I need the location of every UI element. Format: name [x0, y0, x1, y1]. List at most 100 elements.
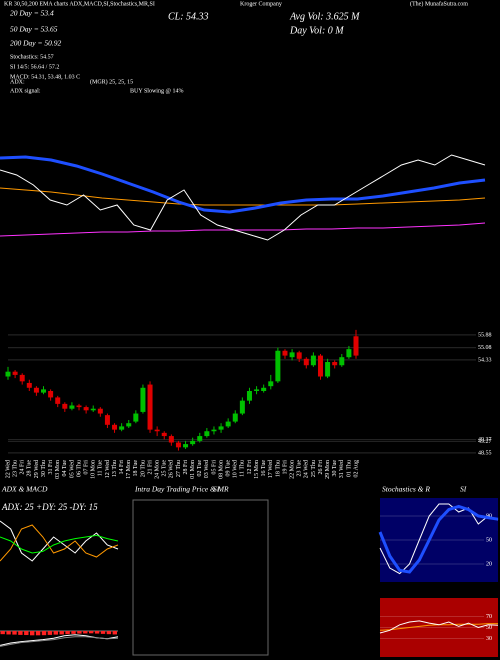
candle-body [90, 408, 96, 411]
candle-body [97, 408, 103, 414]
stat: 50 Day = 53.65 [10, 25, 58, 34]
indicator-line [0, 636, 119, 647]
indicator-line [379, 620, 499, 634]
candle-body [225, 421, 231, 427]
stat: Stochastics: 54.57 [10, 54, 54, 60]
site: (The) MunafaSutra.com [410, 0, 468, 7]
x-tick-label: 23 Thu [12, 460, 18, 477]
adx-signal: BUY Slowing @ 14% [130, 88, 183, 94]
panel-subtitle: SI [213, 485, 220, 494]
x-tick-label: 10 Mon [91, 460, 97, 479]
candle-body [239, 400, 245, 414]
company: Kroger Company [240, 1, 282, 7]
candle-body [261, 387, 267, 391]
candle-body [232, 413, 238, 422]
x-tick-label: 18 Thu [275, 460, 281, 477]
candle-body [346, 349, 352, 358]
y-tick-label: 50 [486, 537, 492, 543]
candle-body [5, 371, 11, 377]
histogram-bar [94, 631, 100, 634]
stat: MACD: 54.31, 53.48, 1.03 C [10, 74, 80, 80]
x-tick-label: 07 Fri [83, 460, 89, 475]
adx-label: ADX: [10, 79, 25, 85]
histogram-bar [83, 631, 88, 634]
x-tick-label: 21 Fri [147, 460, 153, 475]
x-tick-label: 02 Aug [353, 460, 359, 478]
histogram-bar [71, 631, 76, 634]
candle-body [246, 391, 252, 401]
candle-body [339, 357, 345, 366]
x-tick-label: 25 Tue [162, 460, 168, 477]
close: CL: 54.33 [168, 11, 209, 22]
histogram-bar [18, 631, 23, 635]
candle-body [353, 336, 359, 356]
x-tick-label: 26 Wed [169, 460, 175, 478]
x-tick-label: 16 Tue [261, 460, 267, 477]
x-tick-label: 06 Thu [76, 460, 82, 477]
x-tick-label: 18 Tue [133, 460, 139, 477]
x-tick-label: 11 Thu [240, 460, 246, 477]
x-tick-label: 22 Wed [5, 460, 11, 478]
x-tick-label: 03 Mon [55, 460, 61, 479]
candle-body [69, 405, 75, 409]
indicator-line [0, 534, 119, 554]
y-tick-label: 55.08 [478, 345, 492, 351]
x-tick-label: 05 Wed [69, 460, 75, 478]
panel-title: Intra Day Trading Price & MR [134, 485, 229, 494]
candle-body [62, 403, 68, 409]
y-tick-label: 48.55 [478, 450, 492, 456]
x-tick-label: 24 Mon [155, 460, 161, 479]
indicator-line [0, 155, 486, 214]
candle-body [126, 423, 132, 427]
candle-body [133, 413, 139, 422]
candle-body [282, 350, 288, 356]
x-tick-label: 29 Wed [34, 460, 40, 478]
x-tick-label: 02 Tue [197, 460, 203, 477]
histogram-bar [100, 631, 106, 634]
x-tick-label: 12 Wed [105, 460, 111, 478]
candle-body [268, 381, 274, 387]
candle-body [48, 391, 54, 398]
histogram-bar [77, 631, 82, 634]
y-tick-label: 20 [486, 561, 492, 567]
candle-body [19, 374, 25, 382]
x-tick-label: 23 Tue [297, 460, 303, 477]
x-tick-label: 28 Fri [183, 460, 189, 475]
x-tick-label: 13 Thu [112, 460, 118, 477]
candle-body [289, 352, 295, 358]
adx-signal-label: ADX signal: [10, 88, 41, 94]
x-tick-label: 03 Wed [204, 460, 210, 478]
histogram-bar [89, 631, 94, 634]
candle-body [175, 442, 181, 448]
x-tick-label: 30 Thu [41, 460, 47, 477]
indicator-line [0, 187, 486, 206]
indicator-line [0, 154, 486, 241]
y-tick-label: 55.88 [478, 332, 492, 338]
histogram-bar [53, 631, 58, 635]
panel-annotation: ADX: 25 +DY: 25 -DY: 15 [1, 502, 98, 512]
day-vol: Day Vol: 0 M [289, 25, 344, 36]
x-tick-label: 20 Thu [140, 460, 146, 477]
intraday-panel [132, 499, 269, 656]
x-tick-label: 15 Mon [254, 460, 260, 479]
x-tick-label: 25 Thu [311, 460, 317, 477]
candle-body [183, 444, 189, 448]
x-tick-label: 17 Mon [126, 460, 132, 479]
x-tick-label: 27 Thu [176, 460, 182, 477]
candle-body [211, 429, 217, 432]
x-tick-label: 30 Tue [332, 460, 338, 477]
x-tick-label: 11 Tue [98, 460, 104, 477]
candle-body [296, 352, 302, 359]
histogram-bar [65, 631, 70, 635]
histogram-bar [112, 631, 117, 635]
histogram-bar [24, 631, 29, 636]
candle-body [147, 384, 153, 430]
panel-subtitle: SI [460, 485, 467, 494]
x-tick-label: 09 Tue [226, 460, 232, 477]
histogram-bar [41, 631, 47, 636]
candle-body [41, 389, 47, 393]
candle-body [12, 371, 18, 375]
x-tick-label: 08 Mon [218, 460, 224, 479]
candle-body [197, 436, 203, 441]
